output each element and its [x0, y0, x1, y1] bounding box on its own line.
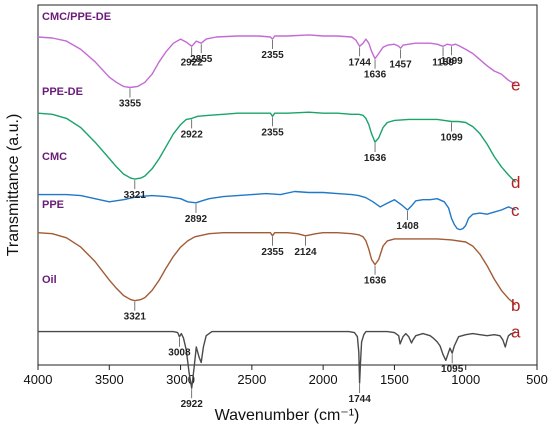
- series-line-e: [37, 34, 516, 89]
- series-line-a: [38, 330, 517, 389]
- x-axis-ticks: 4000 3500 3000 2500 2000 1500 1000 500: [24, 365, 548, 387]
- series-line-d: [37, 111, 517, 183]
- x-tick-label: 2000: [309, 372, 338, 387]
- peak-annotation: 3321: [124, 190, 147, 201]
- peak-annotation: 2855: [190, 54, 213, 65]
- peak-annotation: 3008: [168, 348, 191, 359]
- peak-annotation: 1408: [396, 221, 419, 232]
- series-layer: [37, 34, 517, 389]
- peak-annotation: 2355: [261, 50, 284, 61]
- plot-frame: [37, 4, 538, 366]
- peak-annotation: 3321: [124, 312, 147, 323]
- peak-annotation: 1636: [364, 153, 387, 164]
- x-tick-label: 1500: [380, 372, 409, 387]
- peak-annotation: 2922: [181, 399, 204, 410]
- peak-annotation: 1636: [364, 70, 387, 81]
- peak-annotation: 2892: [185, 214, 208, 225]
- x-axis-title: Wavenumber (cm⁻¹): [215, 407, 360, 424]
- series-name-a: Oil: [42, 274, 57, 286]
- series-line-b: [37, 232, 517, 306]
- peak-annotation: 2922: [181, 129, 204, 140]
- peak-annotation: 1744: [349, 394, 372, 405]
- series-letter-e: e: [511, 75, 520, 94]
- peak-annotation: 1636: [364, 276, 387, 287]
- series-letter-b: b: [511, 296, 520, 315]
- y-axis-title: Transmittance (a.u.): [5, 114, 22, 257]
- series-name-c: CMC: [42, 151, 67, 163]
- peak-annotation: 1095: [441, 364, 464, 375]
- peak-annotation: 2355: [261, 247, 284, 258]
- x-tick-label: 2500: [237, 372, 266, 387]
- peak-annotation: 2922: [181, 57, 204, 68]
- series-letter-c: c: [511, 201, 520, 220]
- series-name-e: CMC/PPE-DE: [42, 11, 111, 23]
- series-letter-a: a: [511, 323, 521, 342]
- peak-annotation: 3355: [119, 98, 142, 109]
- x-tick-label: 1000: [451, 372, 480, 387]
- peak-annotation: 1159: [432, 57, 454, 68]
- series-label-layer: CMC/PPE-DE e PPE-DE d CMC c PPE b Oil a: [42, 11, 521, 342]
- peak-annotation: 1099: [440, 132, 463, 143]
- x-tick-label: 3500: [95, 372, 124, 387]
- series-name-b: PPE: [42, 199, 64, 211]
- peak-annotation: 2124: [294, 247, 317, 258]
- series-letter-d: d: [511, 173, 520, 192]
- peak-annotation: 1744: [349, 57, 372, 68]
- x-tick-label: 3000: [166, 372, 195, 387]
- series-line-c: [38, 190, 516, 231]
- series-name-d: PPE-DE: [42, 86, 83, 98]
- peak-annotation: 2355: [261, 127, 284, 138]
- peak-annotation: 1457: [389, 59, 412, 70]
- x-tick-label: 4000: [24, 372, 53, 387]
- x-tick-label: 500: [526, 372, 548, 387]
- peak-annotation: 1099: [440, 56, 463, 67]
